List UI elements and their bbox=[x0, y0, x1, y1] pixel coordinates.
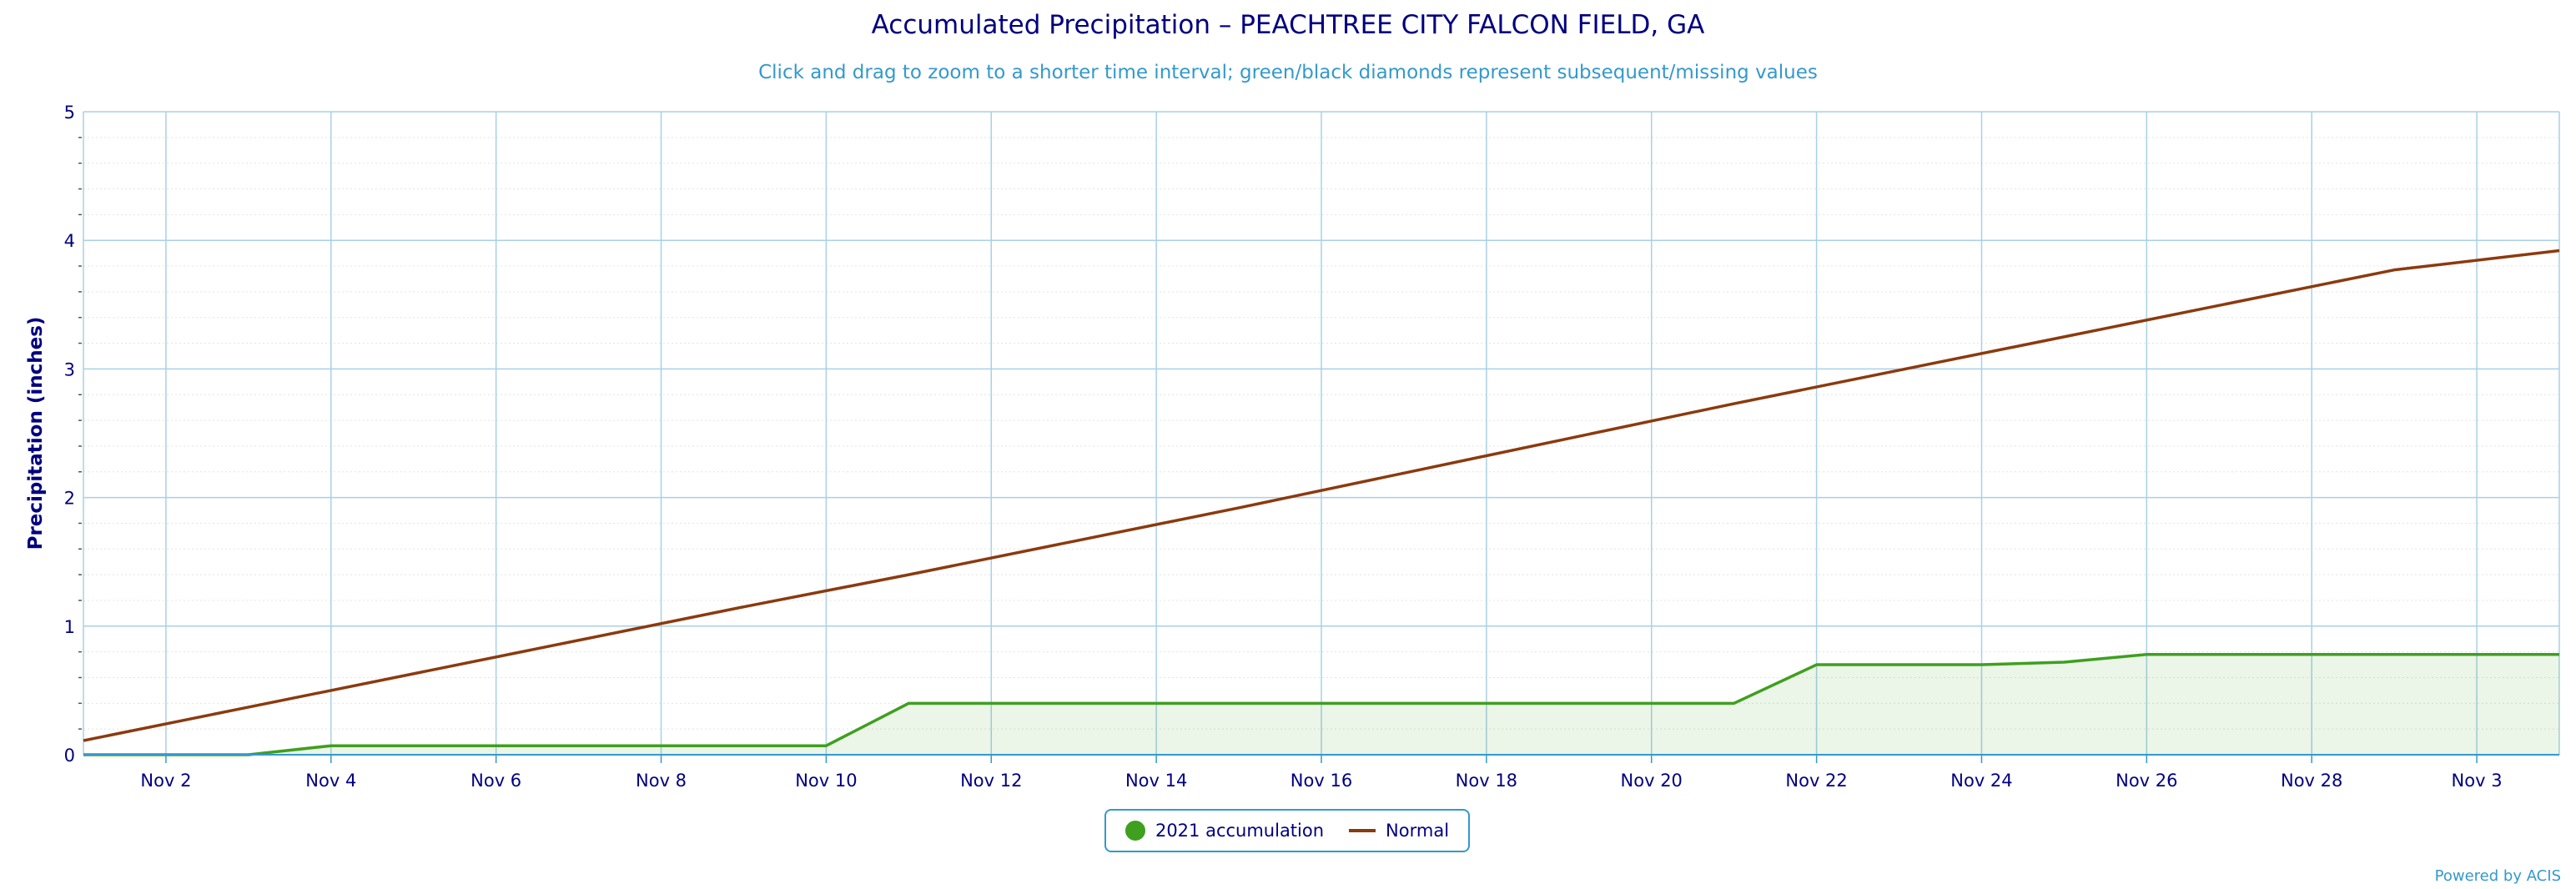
x-tick-label: Nov 28 bbox=[2281, 771, 2342, 791]
x-tick-label: Nov 16 bbox=[1291, 771, 1352, 791]
powered-by-credit[interactable]: Powered by ACIS bbox=[2434, 867, 2561, 885]
axis-layer: 0 1 2 3 4 5 Nov 2 Nov 4 Nov 6 Nov 8 Nov 10 Nov 12 No… bbox=[25, 103, 2559, 791]
chart-subtitle: Click and drag to zoom to a shorter time… bbox=[758, 62, 1818, 83]
y-tick-label: 3 bbox=[64, 359, 75, 379]
legend: 2021 accumulation Normal bbox=[1104, 809, 1470, 852]
normal-line bbox=[83, 249, 2560, 742]
x-tick-label: Nov 24 bbox=[1950, 771, 2012, 791]
x-tick-label: Nov 8 bbox=[636, 771, 687, 791]
x-tick-label: Nov 20 bbox=[1621, 771, 1683, 791]
accumulation-line bbox=[83, 652, 2559, 756]
x-tick-label: Nov 3 bbox=[2452, 771, 2503, 791]
series-layer bbox=[83, 249, 2560, 756]
y-tick-label: 0 bbox=[64, 746, 75, 766]
legend-label-accumulation: 2021 accumulation bbox=[1155, 821, 1325, 841]
chart-title: Accumulated Precipitation – PEACHTREE CI… bbox=[871, 10, 1705, 40]
x-tick-label: Nov 22 bbox=[1785, 771, 1847, 791]
legend-item-normal[interactable]: Normal bbox=[1349, 821, 1449, 841]
x-tick-label: Nov 2 bbox=[140, 771, 191, 791]
legend-label-normal: Normal bbox=[1386, 821, 1450, 841]
x-tick-label: Nov 12 bbox=[960, 771, 1022, 791]
legend-item-accumulation[interactable]: 2021 accumulation bbox=[1124, 821, 1325, 841]
y-tick-label: 5 bbox=[64, 103, 75, 123]
y-axis-title: Precipitation (inches) bbox=[25, 317, 47, 550]
y-tick-label: 2 bbox=[64, 489, 75, 509]
x-tick-label: Nov 26 bbox=[2116, 771, 2177, 791]
y-tick-label: 4 bbox=[64, 231, 75, 251]
x-tick-label: Nov 10 bbox=[795, 771, 857, 791]
x-tick-label: Nov 6 bbox=[470, 771, 521, 791]
legend-marker-normal bbox=[1349, 829, 1376, 832]
chart-plot[interactable]: 0 1 2 3 4 5 Nov 2 Nov 4 Nov 6 Nov 8 Nov 10 Nov 12 No… bbox=[0, 0, 2576, 801]
legend-marker-accumulation bbox=[1124, 821, 1145, 841]
y-tick-label: 1 bbox=[64, 617, 75, 637]
x-tick-label: Nov 14 bbox=[1125, 771, 1187, 791]
x-tick-label: Nov 18 bbox=[1456, 771, 1517, 791]
x-tick-label: Nov 4 bbox=[305, 771, 356, 791]
